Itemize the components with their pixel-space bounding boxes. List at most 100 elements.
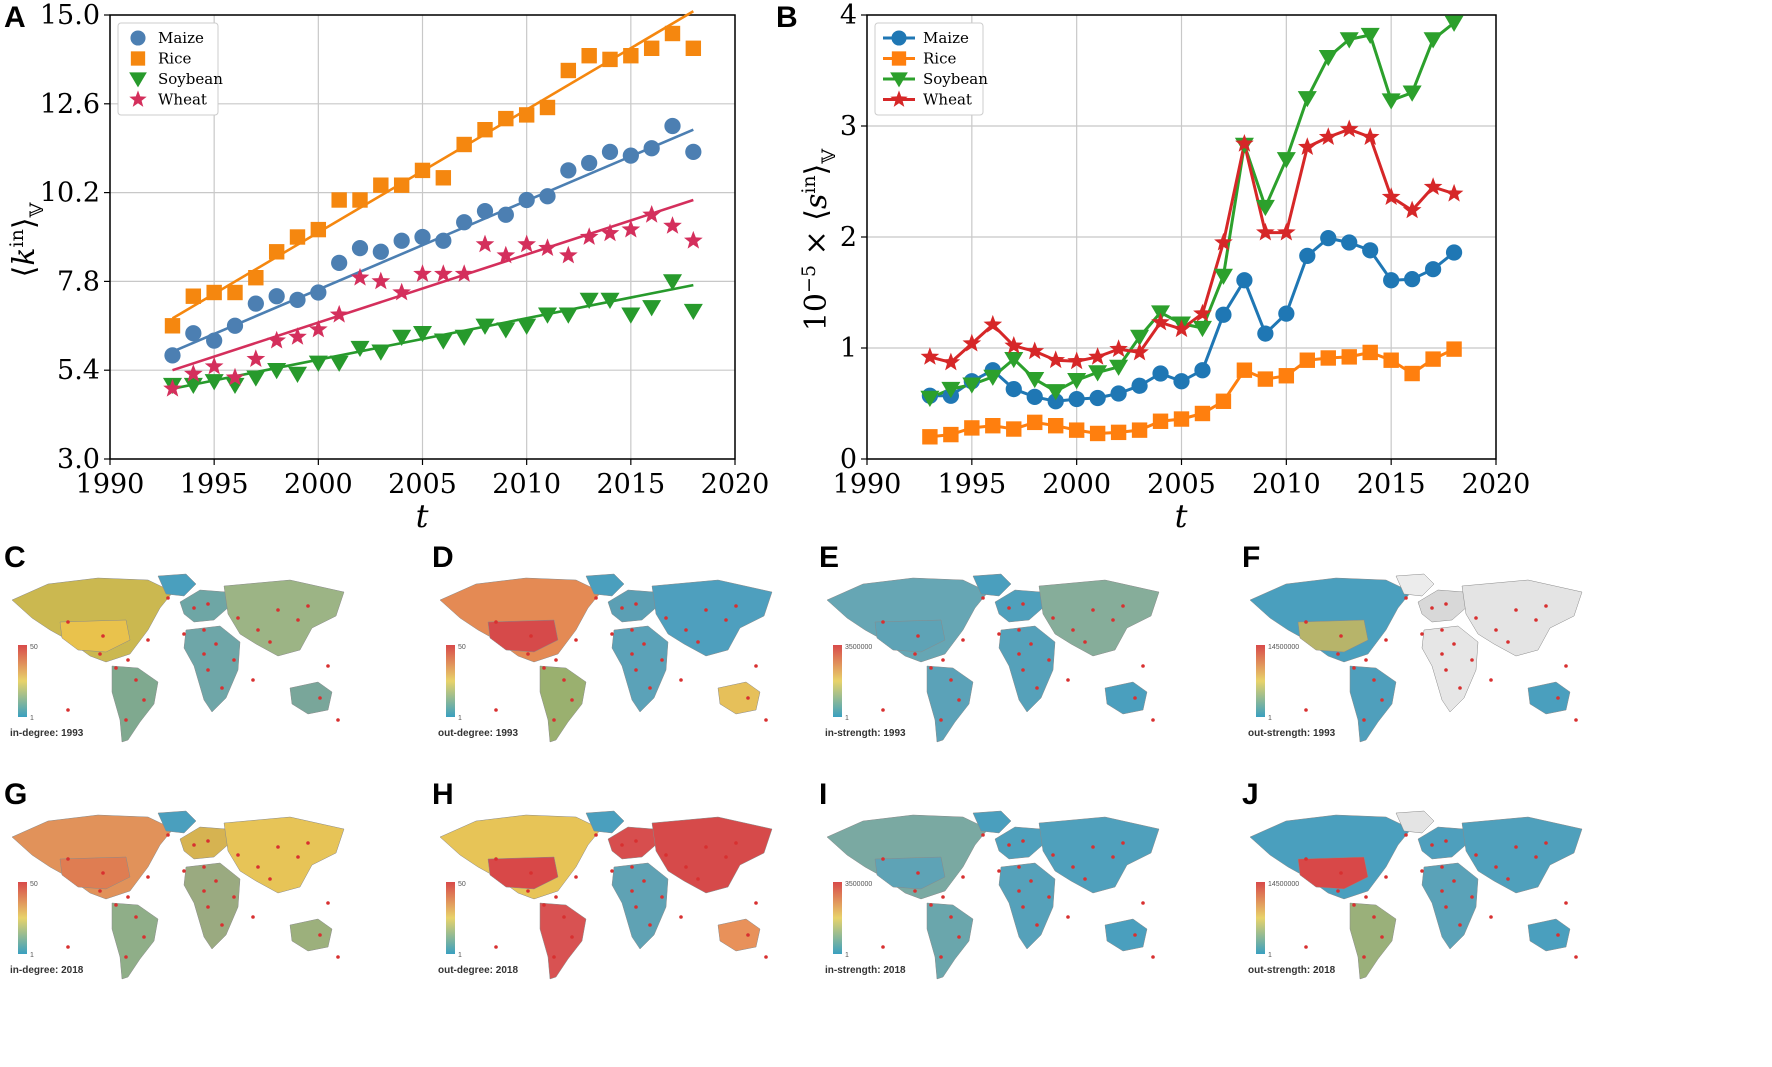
- country-node: [1544, 841, 1548, 845]
- country-node: [134, 915, 138, 919]
- point-soybean: [662, 274, 683, 291]
- country-node: [1556, 933, 1560, 937]
- point-wheat: [163, 378, 182, 397]
- country-node: [1404, 596, 1408, 600]
- country-node: [1066, 915, 1070, 919]
- region-eu: [607, 826, 659, 860]
- point-wheat: [517, 234, 536, 253]
- region-usa: [59, 619, 131, 653]
- color-scale-bar: [446, 882, 455, 954]
- legend-marker-rice: [130, 51, 146, 66]
- country-node: [634, 602, 638, 606]
- point-wheat: [1318, 127, 1338, 145]
- point-wheat: [1214, 232, 1233, 251]
- country-node: [1364, 895, 1368, 899]
- region-au: [717, 681, 761, 715]
- country-node: [1506, 877, 1510, 881]
- point-maize: [331, 254, 348, 272]
- country-node: [1029, 879, 1033, 883]
- country-node: [1021, 668, 1025, 672]
- country-node: [1017, 865, 1021, 869]
- point-rice: [1194, 405, 1211, 422]
- country-node: [916, 871, 920, 875]
- region-as: [651, 816, 773, 894]
- legend-marker-soybean: [129, 72, 147, 88]
- country-node: [1047, 658, 1051, 662]
- legend-marker-maize: [130, 30, 146, 46]
- country-node: [679, 915, 683, 919]
- x-tick-label: 2000: [1042, 469, 1111, 500]
- y-axis-label-a: ⟨kin⟩𝕍: [6, 201, 48, 277]
- country-node: [126, 895, 130, 899]
- country-node: [1336, 889, 1340, 893]
- point-wheat: [1004, 336, 1024, 354]
- point-maize: [643, 140, 660, 157]
- color-scale-bar: [18, 645, 27, 717]
- country-node: [202, 628, 206, 632]
- country-node: [939, 955, 943, 959]
- point-wheat: [1444, 183, 1464, 202]
- color-scale-bar: [1256, 882, 1265, 954]
- country-node: [1304, 857, 1308, 861]
- country-node: [1458, 923, 1462, 927]
- point-soybean: [1004, 351, 1024, 369]
- country-node: [251, 678, 255, 682]
- region-as: [1461, 816, 1583, 894]
- country-node: [1071, 865, 1075, 869]
- country-node: [182, 632, 186, 636]
- country-node: [881, 708, 885, 712]
- country-node: [101, 634, 105, 638]
- point-rice: [1236, 362, 1253, 378]
- country-node: [913, 889, 917, 893]
- country-node: [1384, 875, 1388, 879]
- country-node: [746, 696, 750, 700]
- point-rice: [664, 25, 681, 42]
- country-node: [214, 642, 218, 646]
- country-node: [1051, 616, 1055, 620]
- point-rice: [1173, 411, 1190, 427]
- map-caption: out-strength: 1993: [1248, 728, 1336, 739]
- legend-label-maize: Maize: [158, 29, 204, 47]
- country-node: [1083, 877, 1087, 881]
- region-sa: [539, 665, 587, 743]
- point-soybean: [600, 292, 620, 309]
- x-tick-label: 2020: [701, 469, 770, 500]
- panel-letter-e: E: [819, 541, 839, 574]
- country-node: [1051, 853, 1055, 857]
- country-node: [1556, 696, 1560, 700]
- point-soybean: [183, 377, 203, 395]
- region-usa: [1297, 856, 1369, 890]
- point-rice: [1027, 414, 1043, 431]
- region-au: [1104, 918, 1148, 952]
- country-node: [1494, 865, 1498, 869]
- point-wheat: [350, 267, 370, 286]
- region-au: [1527, 918, 1571, 952]
- color-scale-min: 1: [30, 952, 34, 959]
- region-as: [223, 579, 345, 657]
- country-node: [206, 905, 210, 909]
- country-node: [620, 606, 624, 610]
- region-af: [611, 862, 669, 950]
- map-caption: out-degree: 1993: [438, 728, 518, 739]
- country-node: [1380, 698, 1384, 702]
- country-node: [1121, 841, 1125, 845]
- point-wheat: [1088, 347, 1107, 365]
- x-tick-label: 2015: [1357, 469, 1426, 500]
- x-tick-label: 1990: [76, 469, 145, 500]
- point-rice: [922, 429, 938, 445]
- country-node: [997, 632, 1001, 636]
- point-maize: [185, 325, 202, 342]
- x-tick-label: 1995: [937, 469, 1006, 500]
- country-node: [1440, 889, 1444, 893]
- point-wheat: [204, 356, 224, 375]
- legend-marker-rice: [891, 51, 907, 66]
- country-node: [696, 640, 700, 644]
- country-node: [754, 664, 758, 668]
- point-soybean: [1360, 27, 1380, 45]
- point-rice: [1152, 413, 1169, 429]
- point-wheat: [1151, 312, 1170, 331]
- country-node: [1304, 708, 1308, 712]
- region-gr: [972, 573, 1012, 597]
- country-node: [494, 708, 498, 712]
- region-au: [1527, 681, 1571, 715]
